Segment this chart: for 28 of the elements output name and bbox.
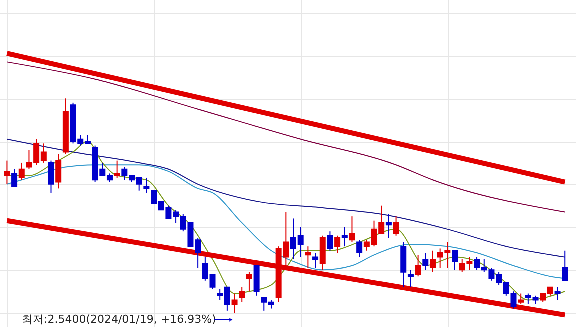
candlestick [246,272,252,292]
candlestick [386,214,392,239]
candlestick [342,226,348,248]
candlestick [327,231,334,252]
candlestick [239,286,246,303]
candlestick [562,250,568,282]
candlestick [415,254,422,278]
candlestick [4,160,10,185]
candlestick [18,162,25,181]
candlestick [408,270,414,288]
candlestick [554,286,561,301]
candlestick [518,293,524,305]
candlestick [56,154,62,190]
candlestick [356,240,363,258]
candlestick [48,160,54,194]
candlestick [305,246,312,269]
candlestick [232,293,238,314]
annotation: 최저:2.5400(2024/01/19, +16.93%) [22,313,216,326]
candlestick [114,160,120,178]
candlestick [430,250,436,273]
candlestick [349,216,356,243]
candlestick [144,177,150,194]
candlestick [312,252,319,269]
candlestick [334,235,341,254]
candlestick [452,250,458,271]
candlestick [422,252,429,271]
candlestick [12,168,18,188]
candlestick [393,216,400,236]
